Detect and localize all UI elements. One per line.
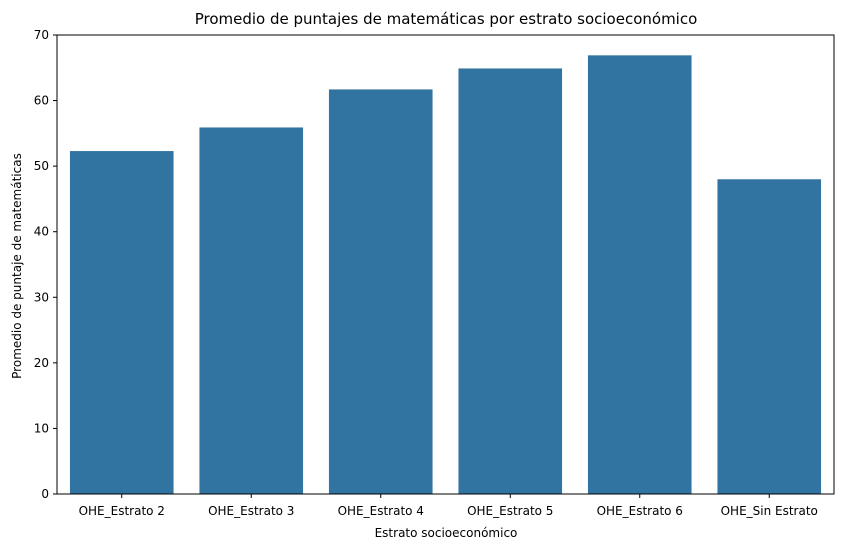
y-tick-label: 50	[34, 159, 49, 173]
x-tick-label: OHE_Estrato 3	[208, 504, 294, 518]
bar-5	[587, 55, 692, 494]
y-tick-label: 30	[34, 290, 49, 304]
bar-1	[69, 151, 174, 494]
y-tick-label: 70	[34, 28, 49, 42]
y-tick-label: 40	[34, 225, 49, 239]
y-axis: 0 10 20 30 40 50 60 70	[34, 28, 57, 501]
y-tick-label: 60	[34, 94, 49, 108]
x-axis: OHE_Estrato 2 OHE_Estrato 3 OHE_Estrato 4 O…	[79, 494, 818, 518]
x-tick-label: OHE_Estrato 2	[79, 504, 165, 518]
x-tick-label: OHE_Estrato 5	[467, 504, 553, 518]
x-tick-label: OHE_Sin Estrato	[721, 504, 818, 518]
bars-group	[69, 55, 822, 495]
bar-2	[199, 127, 304, 495]
bar-3	[328, 89, 433, 495]
bar-4	[458, 68, 563, 494]
x-tick-label: OHE_Estrato 6	[597, 504, 683, 518]
bar-6	[717, 179, 822, 494]
x-axis-label: Estrato socioeconómico	[375, 526, 518, 540]
chart-title: Promedio de puntajes de matemáticas por …	[195, 10, 698, 28]
plot-frame	[56, 34, 835, 495]
y-axis-label: Promedio de puntaje de matemáticas	[10, 153, 24, 379]
y-tick-label: 0	[41, 487, 49, 501]
x-tick-label: OHE_Estrato 4	[338, 504, 424, 518]
y-tick-label: 20	[34, 356, 49, 370]
y-tick-label: 10	[34, 421, 49, 435]
